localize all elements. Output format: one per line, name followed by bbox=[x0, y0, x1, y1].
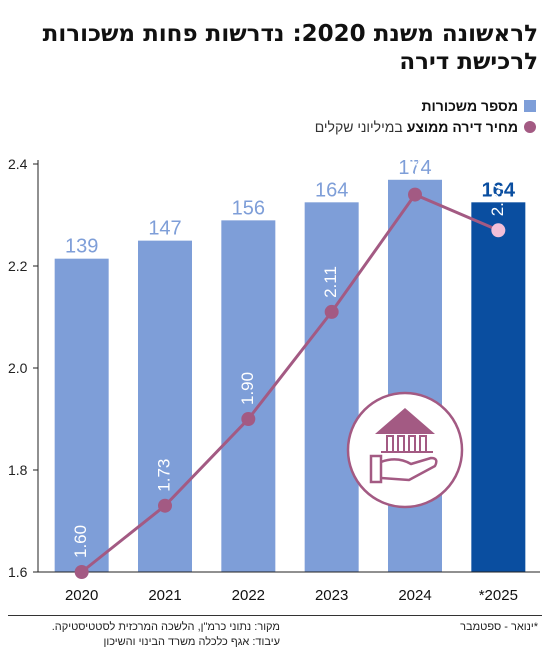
axis-layer: 1.6 1.8 2.0 2.2 2.4 2020 2021 2022 2023 2024 *2025 bbox=[8, 156, 540, 604]
price-point bbox=[158, 498, 172, 513]
y-tick-label: 2.4 bbox=[8, 156, 28, 172]
footer-source-block: מקור: נתוני כרמ"ן, הלשכה המרכזית לסטטיסט… bbox=[52, 620, 280, 650]
bar-value-label: 156 bbox=[232, 197, 265, 219]
price-point bbox=[408, 187, 422, 202]
x-tick-label: 2021 bbox=[148, 587, 181, 604]
price-line bbox=[80, 192, 499, 574]
legend-line-swatch bbox=[524, 121, 536, 133]
legend-salaries-label: מספר משכורות bbox=[421, 98, 519, 114]
x-tick-label: 2024 bbox=[398, 587, 431, 604]
price-point bbox=[491, 223, 506, 238]
bar bbox=[304, 202, 359, 572]
footer-editing: עיבוד: אגף כלכלה משרד הבינוי והשיכון bbox=[103, 636, 280, 648]
bar bbox=[388, 179, 442, 573]
bar bbox=[54, 258, 109, 572]
price-value-label: 1.60 bbox=[71, 525, 90, 558]
bar bbox=[471, 202, 526, 572]
chart-title: לראשונה משנת 2020: נדרשות פחות משכורות ל… bbox=[42, 21, 538, 75]
price-point bbox=[241, 412, 256, 426]
y-tick-label: 1.6 bbox=[8, 564, 28, 580]
footer-divider bbox=[8, 615, 542, 616]
footer-note: *ינואר - ספטמבר bbox=[460, 621, 538, 633]
x-tick-label: *2025 bbox=[479, 587, 518, 604]
price-value-label: 1.73 bbox=[154, 459, 173, 492]
price-value-label: 2.27 bbox=[488, 183, 507, 216]
x-tick-label: 2023 bbox=[315, 587, 348, 604]
legend-price-label: מחיר דירה ממוצע bbox=[406, 119, 518, 135]
price-point bbox=[324, 304, 339, 319]
x-tick-label: 2022 bbox=[232, 587, 265, 604]
legend-price-unit: במיליוני שקלים bbox=[314, 119, 403, 135]
price-value-label: 1.90 bbox=[238, 372, 257, 405]
footer-source: מקור: נתוני כרמ"ן, הלשכה המרכזית לסטטיסט… bbox=[51, 621, 280, 633]
house-in-hand-icon bbox=[346, 391, 464, 509]
bar-value-label: 139 bbox=[65, 236, 98, 258]
bar-value-label: 164 bbox=[315, 179, 348, 201]
y-tick-label: 2.0 bbox=[8, 360, 28, 376]
legend-price: מחיר דירה ממוצעבמיליוני שקלים bbox=[315, 118, 536, 136]
bar-value-label: 147 bbox=[148, 218, 181, 240]
legend-bar-swatch bbox=[524, 100, 536, 112]
price-point bbox=[74, 565, 89, 579]
y-tick-label: 2.2 bbox=[8, 258, 28, 274]
price-value-label: 2.11 bbox=[321, 266, 340, 298]
price-value-label: 2.34 bbox=[404, 148, 423, 181]
legend-salaries: מספר משכורות bbox=[421, 97, 536, 115]
bar bbox=[138, 240, 192, 573]
line-layer: 1.60 1.73 1.90 2.11 2.34 2.27 bbox=[71, 148, 507, 579]
bar-value-label: 174 bbox=[398, 157, 431, 179]
x-tick-label: 2020 bbox=[65, 587, 98, 604]
y-tick-label: 1.8 bbox=[8, 462, 28, 478]
bar-value-label: 164 bbox=[482, 179, 516, 201]
